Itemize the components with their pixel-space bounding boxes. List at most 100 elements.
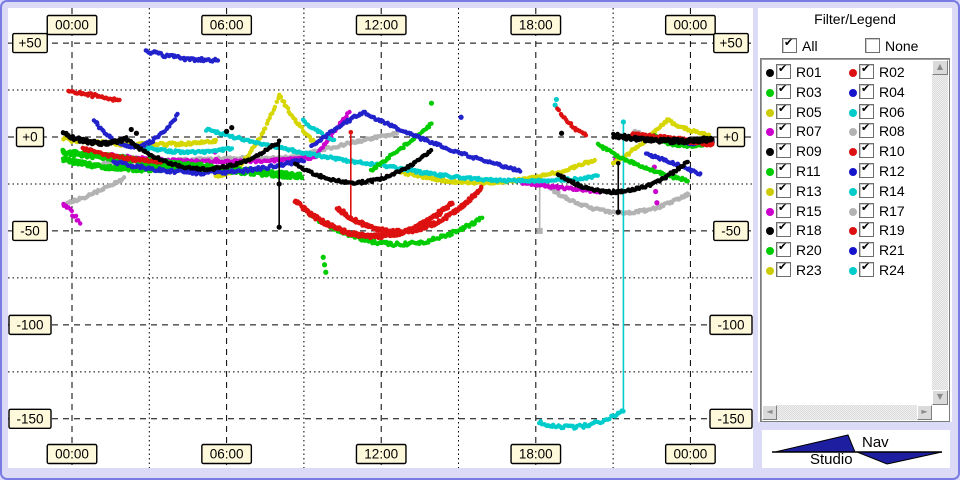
legend-item-R02[interactable]: R02: [849, 62, 905, 82]
legend-item-R21[interactable]: R21: [849, 240, 905, 260]
color-dot: [849, 227, 857, 236]
legend-checkbox-R13[interactable]: [776, 181, 791, 198]
legend-item-R10[interactable]: R10: [849, 141, 905, 161]
legend-item-R03[interactable]: R03: [766, 82, 822, 102]
gridlines: [8, 8, 753, 468]
svg-text:-50: -50: [20, 223, 40, 238]
legend-item-R20[interactable]: R20: [766, 240, 822, 260]
legend-item-R18[interactable]: R18: [766, 220, 822, 240]
legend-checkbox-R11[interactable]: [776, 161, 791, 178]
legend-checkbox-R14[interactable]: [859, 181, 874, 198]
legend-item-label: R09: [796, 143, 822, 160]
legend-item-R11[interactable]: R11: [766, 161, 821, 181]
legend-item-label: R02: [879, 64, 905, 80]
color-dot: [766, 267, 774, 275]
series-R24: [137, 117, 337, 156]
legend-vertical-scrollbar[interactable]: ▲ ▼: [932, 60, 948, 405]
legend-checkbox-R18[interactable]: [776, 220, 791, 238]
legend-master-checkboxes: All None: [758, 36, 952, 56]
legend-title: Filter/Legend: [814, 11, 896, 27]
color-dot: [849, 69, 857, 77]
legend-checkbox-R05[interactable]: [776, 102, 791, 119]
series-R12: [111, 109, 523, 177]
legend-checkbox-R24[interactable]: [859, 260, 874, 277]
legend-item-R09[interactable]: R09: [766, 141, 822, 161]
legend-item-R14[interactable]: R14: [849, 181, 905, 201]
legend-item-label: R04: [879, 83, 905, 100]
legend-item-R24[interactable]: R24: [849, 260, 905, 280]
color-dot: [766, 207, 774, 216]
legend-horizontal-scrollbar[interactable]: ◄ ►: [762, 405, 932, 420]
legend-item-label: R07: [796, 123, 822, 140]
legend-checkbox-R01[interactable]: [776, 62, 791, 79]
legend-item-label: R15: [796, 202, 822, 219]
legend-checkbox-R07[interactable]: [776, 121, 791, 139]
color-dot: [766, 128, 774, 137]
legend-item-R13[interactable]: R13: [766, 181, 822, 201]
color-dot: [849, 267, 857, 275]
legend-item-R19[interactable]: R19: [849, 220, 905, 240]
legend-list[interactable]: R01 R02 R03 R04 R05 R06 R07 R08 R09 R10 R11 R12 R13 R…: [760, 58, 950, 422]
color-dot: [849, 88, 857, 97]
logo-nav-text: Nav: [862, 434, 889, 451]
data-points: [60, 48, 715, 431]
none-checkbox[interactable]: [865, 38, 880, 53]
color-dot: [849, 247, 857, 256]
legend-checkbox-R10[interactable]: [859, 141, 874, 159]
color-dot: [766, 88, 774, 97]
legend-item-R23[interactable]: R23: [766, 260, 822, 280]
legend-checkbox-R20[interactable]: [776, 240, 791, 258]
legend-item-label: R13: [796, 182, 822, 199]
legend-item-R17[interactable]: R17: [849, 201, 905, 221]
legend-item-label: R17: [879, 202, 905, 219]
color-dot: [849, 207, 857, 216]
legend-checkbox-R04[interactable]: [859, 82, 874, 99]
all-checkbox[interactable]: [782, 36, 797, 53]
svg-text:+50: +50: [720, 36, 743, 51]
svg-text:00:00: 00:00: [55, 18, 89, 33]
scroll-right-icon[interactable]: ►: [917, 405, 932, 420]
legend-item-R06[interactable]: R06: [849, 102, 905, 122]
legend-item-R01[interactable]: R01: [766, 62, 822, 82]
svg-text:12:00: 12:00: [364, 18, 398, 33]
svg-text:-100: -100: [717, 317, 744, 332]
scroll-up-icon[interactable]: ▲: [932, 60, 948, 75]
svg-text:12:00: 12:00: [364, 447, 398, 462]
color-dot: [766, 69, 774, 77]
legend-checkbox-R09[interactable]: [776, 141, 791, 159]
legend-item-R05[interactable]: R05: [766, 102, 822, 122]
scroll-left-icon[interactable]: ◄: [762, 405, 777, 420]
all-checkbox-group[interactable]: All: [782, 36, 818, 54]
legend-item-label: R08: [879, 123, 905, 140]
legend-checkbox-R23[interactable]: [776, 260, 791, 277]
axis-labels: 00:00 00:00 06:00 06:00 12:00 12:00 18:00 18:00…: [8, 14, 753, 465]
residuals-plot: 00:00 00:00 06:00 06:00 12:00 12:00 18:00 18:00…: [8, 8, 753, 468]
legend-checkbox-R15[interactable]: [776, 201, 791, 218]
legend-item-label: R18: [796, 222, 822, 239]
none-checkbox-group[interactable]: None: [865, 38, 918, 54]
legend-item-R15[interactable]: R15: [766, 201, 822, 221]
svg-text:00:00: 00:00: [674, 447, 708, 462]
legend-checkbox-R02[interactable]: [859, 62, 874, 79]
color-dot: [766, 227, 774, 236]
color-dot: [849, 168, 857, 176]
color-dot: [849, 108, 857, 117]
navstudio-logo: Nav Studio: [762, 430, 950, 468]
legend-checkbox-R03[interactable]: [776, 82, 791, 99]
legend-item-R08[interactable]: R08: [849, 121, 905, 141]
legend-item-R07[interactable]: R07: [766, 121, 822, 141]
legend-checkbox-R17[interactable]: [859, 201, 874, 218]
legend-checkbox-R19[interactable]: [859, 220, 874, 238]
svg-text:+0: +0: [22, 130, 37, 145]
legend-checkbox-R06[interactable]: [859, 102, 874, 119]
legend-item-label: R24: [879, 262, 905, 278]
legend-item-R12[interactable]: R12: [849, 161, 905, 181]
legend-item-label: R01: [796, 64, 822, 80]
series-R01: [60, 130, 282, 230]
svg-text:06:00: 06:00: [210, 447, 244, 462]
scroll-down-icon[interactable]: ▼: [932, 390, 948, 405]
legend-checkbox-R08[interactable]: [859, 121, 874, 139]
legend-checkbox-R12[interactable]: [859, 161, 874, 178]
legend-item-R04[interactable]: R04: [849, 82, 905, 102]
legend-checkbox-R21[interactable]: [859, 240, 874, 258]
